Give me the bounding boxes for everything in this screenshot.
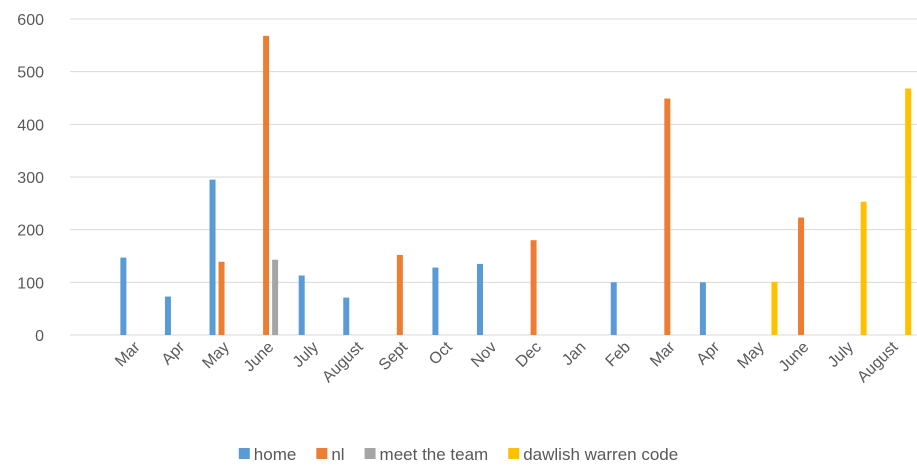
x-tick-label: Mar [647,338,679,370]
legend-swatch [238,448,250,459]
y-tick-label: 300 [17,170,44,187]
x-tick-label: July [825,339,857,371]
legend-item-nl: nl [316,445,345,464]
x-tick-label: Apr [694,338,724,368]
legend-label: dawlish warren code [523,445,678,464]
bar-home-6 [343,297,350,335]
bar-home-5 [298,275,305,335]
bar-home-9 [477,263,483,335]
y-tick-label: 400 [17,117,44,134]
x-tick-label: Mar [112,338,144,370]
x-tick-label: May [199,339,232,372]
x-tick-label: August [319,338,367,386]
legend-label: nl [331,445,344,464]
x-tick-label: July [290,339,322,371]
legend-item-meet-the-team: meet the team [364,445,489,464]
bar-nl-13 [664,98,671,335]
x-tick-label: August [854,338,902,386]
bar-nl-10 [530,240,537,335]
bar-home-14 [699,282,706,335]
x-tick-label: Dec [513,339,545,371]
bar-home-1 [120,257,127,335]
y-tick-label: 100 [17,275,44,292]
y-tick-label: 600 [17,12,44,29]
bar-meet-the-team-4 [272,259,279,335]
legend-swatch [508,448,520,459]
x-tick-label: Oct [426,338,456,368]
y-tick-label: 0 [35,328,44,345]
legend-label: home [254,445,297,464]
legend-item-home: home [238,445,297,464]
legend-label: meet the team [380,445,489,464]
y-axis-ticks: 0 100 200 300 400 500 600 [17,12,44,345]
legend-swatch [364,448,376,459]
bars [120,35,912,336]
bar-nl-16 [798,217,805,335]
y-tick-label: 200 [17,223,44,240]
bar-nl-4 [263,35,270,335]
bar-home-12 [610,282,617,335]
x-tick-label: May [734,339,767,372]
bar-nl-3 [218,261,225,335]
x-tick-label: Nov [468,339,500,371]
legend-item-dawlish-warren-code: dawlish warren code [508,445,678,464]
bar-dawlish-warren-code-17 [860,201,867,335]
legend: home nl meet the team dawlish warren code [238,445,678,464]
bar-home-8 [432,267,439,335]
x-tick-label: Apr [159,338,189,368]
legend-swatch [316,448,328,459]
bar-dawlish-warren-code-15 [771,281,778,335]
bar-dawlish-warren-code-18 [905,88,912,336]
x-tick-label: June [776,339,813,376]
bar-nl-7 [396,254,403,335]
x-tick-label: Sept [376,338,412,374]
x-tick-label: June [241,339,278,376]
x-tick-label: Jan [559,339,589,369]
bar-home-3 [209,179,216,335]
x-tick-label: Feb [603,339,635,371]
bar-home-2 [164,296,171,335]
y-tick-label: 500 [17,65,44,82]
gridlines [70,18,917,336]
